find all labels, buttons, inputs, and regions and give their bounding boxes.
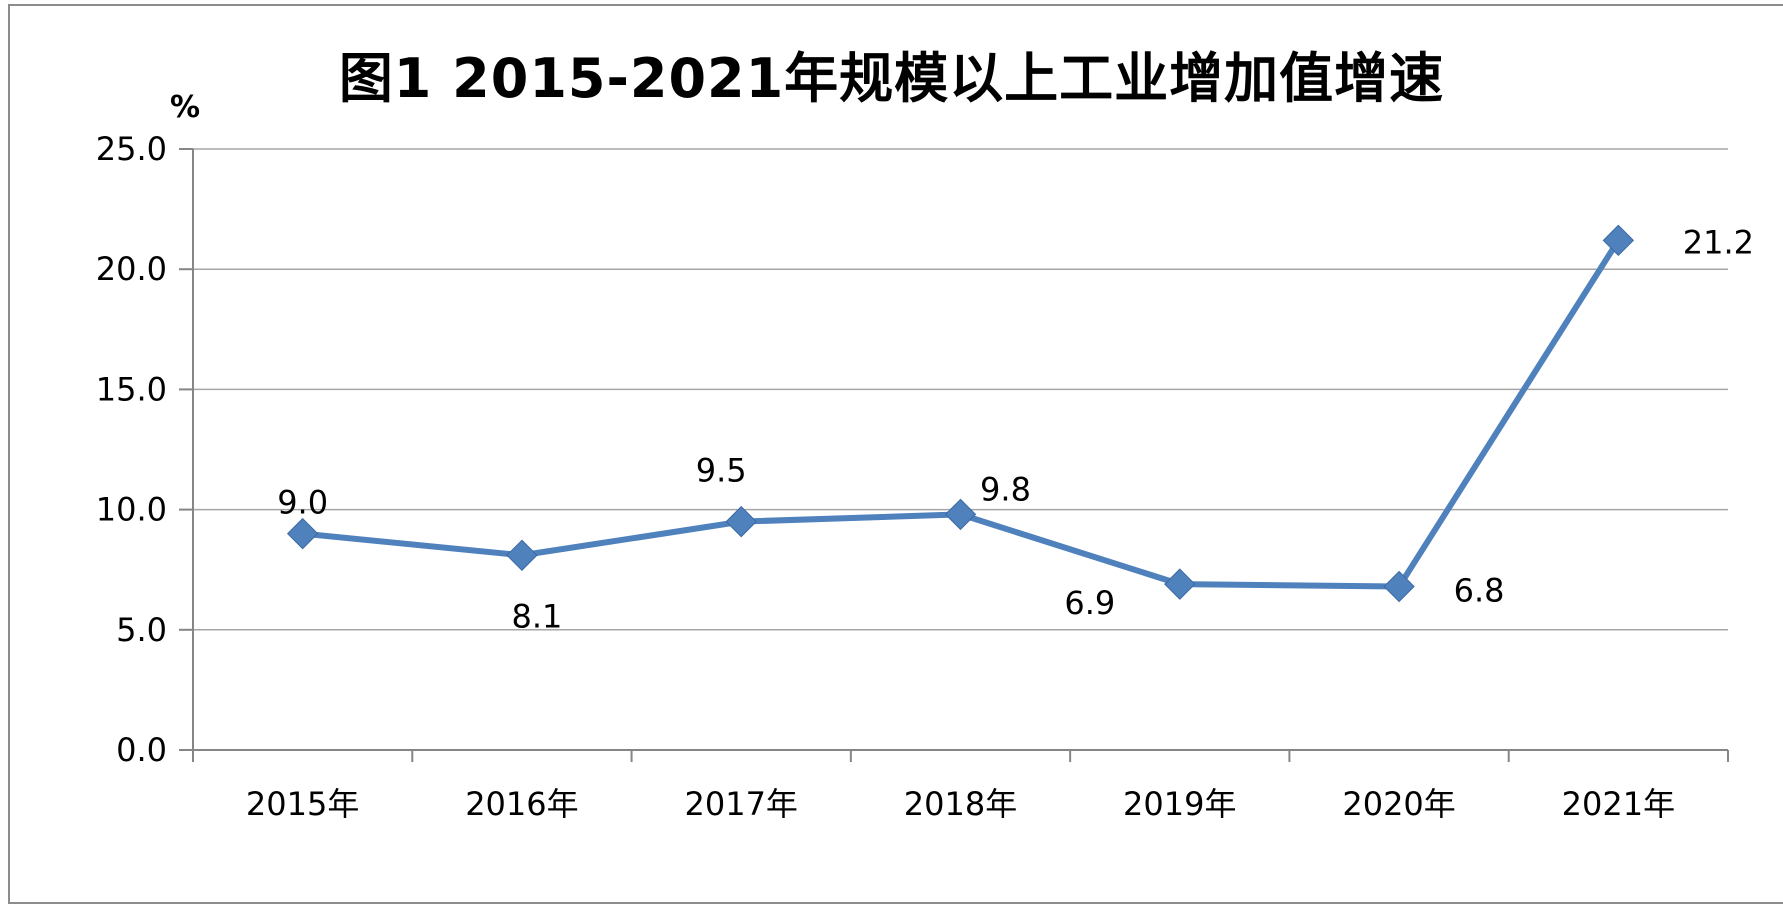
y-axis-tick-label: 20.0 bbox=[96, 250, 167, 288]
data-point-marker bbox=[725, 505, 757, 538]
x-axis-tick-label: 2019年 bbox=[1123, 785, 1236, 823]
data-label: 6.8 bbox=[1454, 572, 1505, 610]
data-label: 8.1 bbox=[511, 597, 562, 635]
data-label: 21.2 bbox=[1683, 223, 1754, 261]
x-axis-tick-label: 2017年 bbox=[684, 785, 797, 823]
chart-title: 图1 2015-2021年规模以上工业增加值增速 bbox=[338, 47, 1445, 110]
x-axis-tick-label: 2018年 bbox=[904, 785, 1017, 823]
data-label: 9.8 bbox=[980, 470, 1031, 508]
data-point-marker bbox=[1164, 568, 1196, 600]
data-label: 9.5 bbox=[696, 452, 747, 490]
data-label: 9.0 bbox=[277, 484, 328, 522]
data-point-marker bbox=[1602, 224, 1635, 257]
x-axis-tick-label: 2015年 bbox=[246, 785, 359, 823]
y-axis-tick-label: 15.0 bbox=[96, 370, 167, 408]
y-axis-tick-label: 10.0 bbox=[96, 491, 167, 529]
y-axis-unit-label: % bbox=[170, 90, 201, 125]
data-label: 6.9 bbox=[1064, 584, 1115, 622]
y-axis-tick-label: 5.0 bbox=[116, 611, 167, 649]
y-axis-tick-label: 25.0 bbox=[96, 130, 167, 168]
x-axis-tick-label: 2021年 bbox=[1562, 785, 1675, 823]
series-line bbox=[299, 237, 1622, 590]
x-axis-tick-label: 2020年 bbox=[1342, 785, 1455, 823]
data-point-marker bbox=[286, 517, 319, 550]
data-point-marker bbox=[944, 498, 977, 531]
y-axis-tick-label: 0.0 bbox=[116, 731, 167, 769]
data-point-marker bbox=[1383, 570, 1415, 603]
x-axis-tick-label: 2016年 bbox=[465, 785, 578, 823]
line-chart: 0.0 5.0 10.0 15.0 20.0 25.0 2015年 2016年 2017年 201… bbox=[96, 130, 1754, 823]
data-point-marker bbox=[506, 539, 538, 571]
